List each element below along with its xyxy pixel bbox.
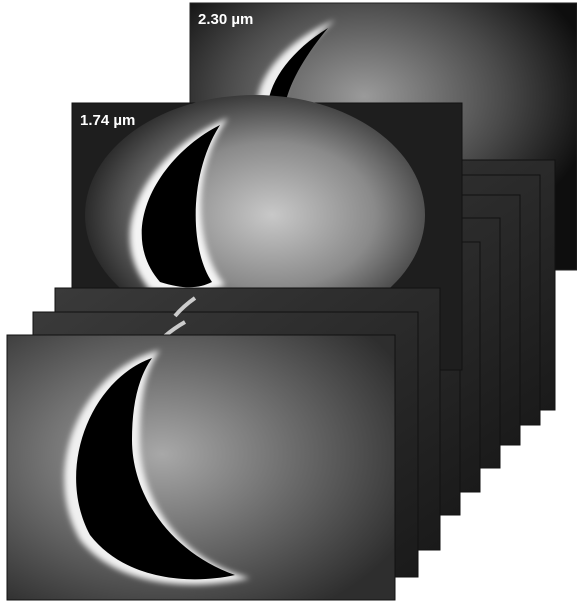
image-stack: 2.30 µm 1.74 µm xyxy=(0,0,577,603)
frame-front xyxy=(7,335,395,600)
page: 2.30 µm 1.74 µm (() => { const data = JS… xyxy=(0,0,577,603)
wavelength-label: 1.74 µm xyxy=(80,112,135,129)
wavelength-label: 2.30 µm xyxy=(198,11,253,28)
